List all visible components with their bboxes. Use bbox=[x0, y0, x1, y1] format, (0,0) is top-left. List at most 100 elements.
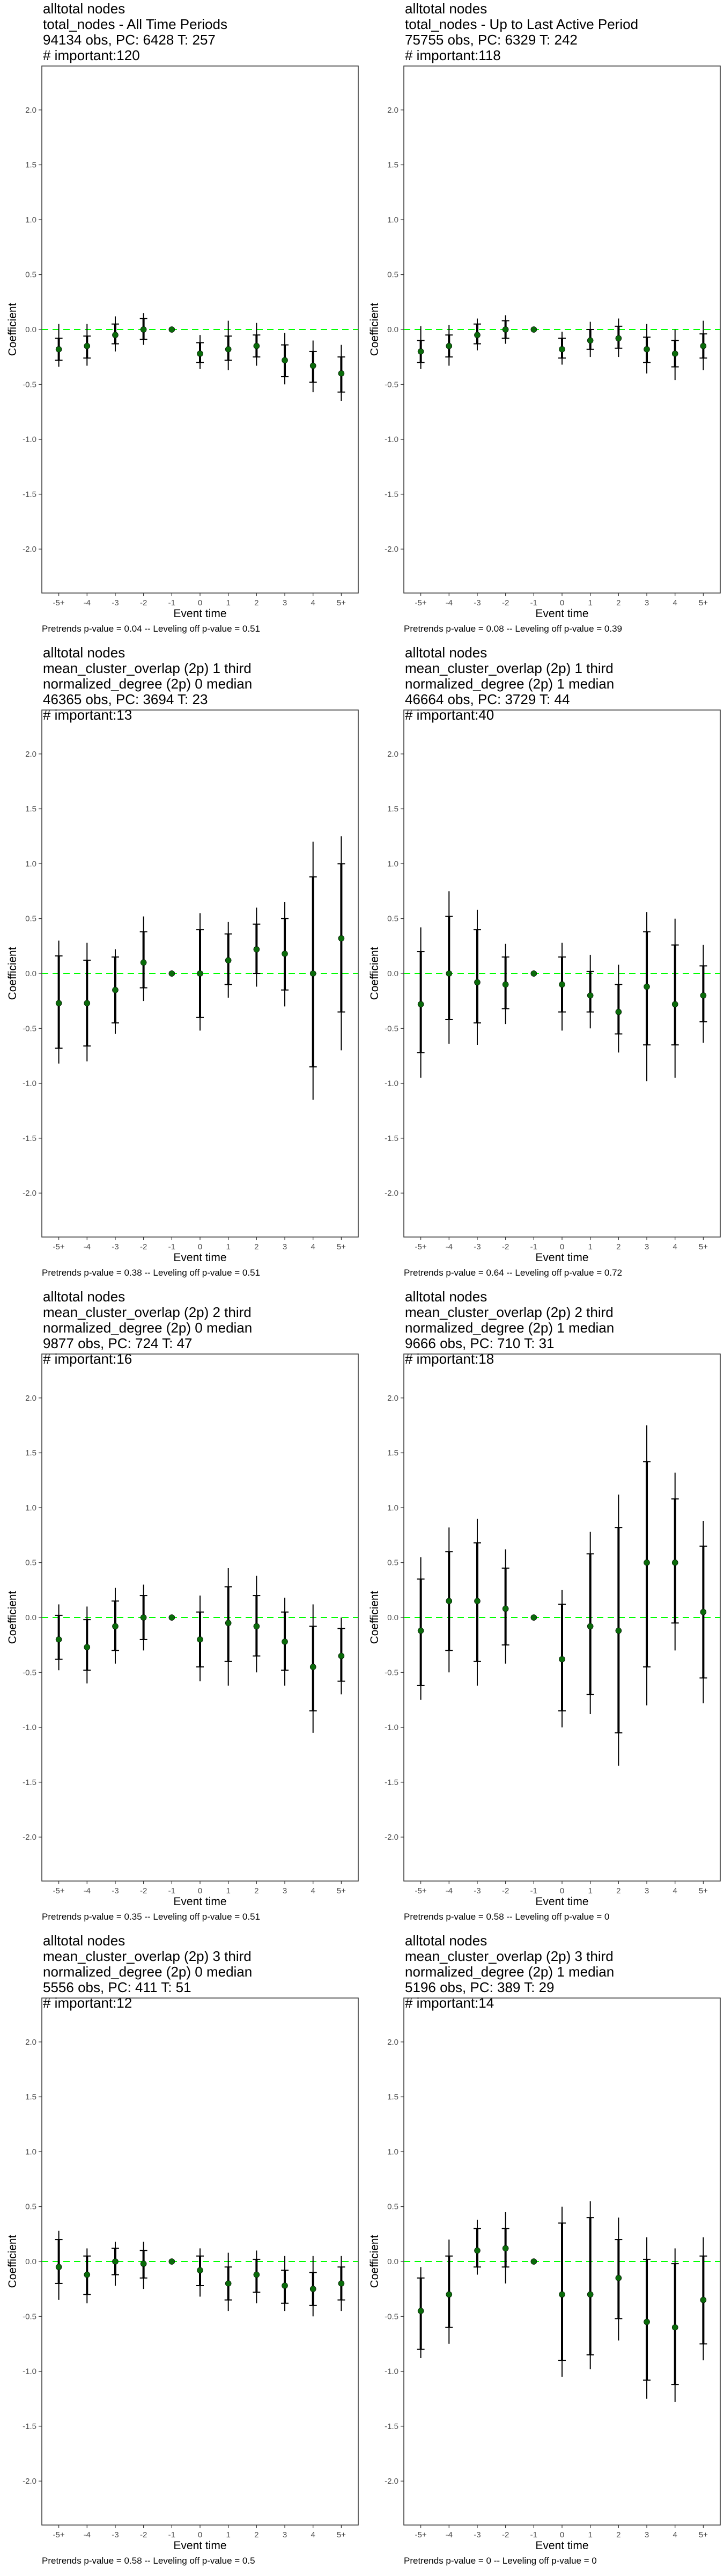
x-tick-label: -1 bbox=[168, 598, 175, 608]
p-value-caption: Pretrends p-value = 0.64 -- Leveling off… bbox=[404, 1268, 622, 1278]
chart-title-line: 5556 obs, PC: 411 T: 51 bbox=[43, 1979, 191, 1996]
coefficient-point bbox=[644, 983, 650, 990]
x-tick-label: 1 bbox=[588, 2530, 593, 2540]
x-tick-label: -3 bbox=[474, 2530, 481, 2540]
y-tick-label: 2.0 bbox=[387, 750, 398, 759]
chart-title-line: alltotal nodes bbox=[43, 1933, 125, 1949]
coefficient-point bbox=[253, 1623, 260, 1630]
chart-title: alltotal nodes total_nodes - Up to Last A… bbox=[405, 1, 638, 63]
x-tick-label: -1 bbox=[530, 2530, 537, 2540]
coefficient-point bbox=[587, 1623, 594, 1630]
coefficient-point bbox=[253, 342, 260, 349]
x-tick-label: 5+ bbox=[699, 1886, 708, 1896]
chart-panel: alltotal nodes mean_cluster_overlap (2p) … bbox=[362, 1288, 724, 1932]
x-tick-label: 2 bbox=[254, 2530, 258, 2540]
chart-title-line: total_nodes - Up to Last Active Period bbox=[405, 16, 639, 33]
coefficient-point bbox=[502, 981, 509, 988]
x-tick-label: 1 bbox=[588, 1886, 593, 1896]
y-tick-label: -1.0 bbox=[23, 2367, 36, 2376]
coefficient-point bbox=[84, 342, 91, 349]
x-tick-label: -3 bbox=[112, 1242, 119, 1252]
x-tick-label: -5+ bbox=[415, 2530, 427, 2540]
x-tick-label: -2 bbox=[502, 1886, 509, 1896]
coefficient-point bbox=[112, 986, 119, 993]
x-tick-label: -1 bbox=[530, 598, 537, 608]
x-tick-label: 3 bbox=[283, 598, 287, 608]
y-tick-label: 0.5 bbox=[387, 2202, 398, 2212]
coefficient-point bbox=[253, 2271, 260, 2278]
x-tick-label: 1 bbox=[588, 1242, 593, 1252]
coefficient-point bbox=[446, 970, 453, 977]
p-value-caption: Pretrends p-value = 0 -- Leveling off p-… bbox=[404, 2556, 597, 2566]
coefficient-point bbox=[417, 1627, 424, 1634]
y-tick-label: 1.0 bbox=[25, 1503, 36, 1512]
y-tick-label: 1.0 bbox=[25, 2147, 36, 2156]
chart-svg: 2.0 1.5 1.0 0.5 0.0 -0.5 -1.0 -1.5 -2.0 -5+ -4 -3 -2… bbox=[368, 65, 721, 620]
coefficient-point bbox=[700, 992, 707, 999]
coefficient-point bbox=[309, 1664, 316, 1670]
y-tick-label: -0.5 bbox=[385, 1024, 398, 1033]
chart-title-line: alltotal nodes bbox=[405, 1289, 487, 1305]
coefficient-point bbox=[417, 1001, 424, 1008]
y-tick-label: 1.5 bbox=[387, 2092, 398, 2102]
x-axis-label: Event time bbox=[173, 1252, 226, 1264]
x-tick-label: -2 bbox=[140, 1886, 147, 1896]
coefficient-point bbox=[615, 335, 622, 342]
y-tick-label: -1.0 bbox=[23, 1079, 36, 1088]
x-tick-label: -5+ bbox=[53, 1242, 65, 1252]
coefficient-point bbox=[474, 332, 481, 339]
coefficient-point bbox=[84, 2271, 91, 2278]
coefficient-point bbox=[282, 950, 288, 957]
x-axis-label: Event time bbox=[173, 2540, 226, 2552]
y-axis-label: Coefficient bbox=[368, 947, 381, 1000]
y-tick-label: -1.0 bbox=[385, 2367, 398, 2376]
p-value-caption: Pretrends p-value = 0.35 -- Leveling off… bbox=[42, 1912, 260, 1922]
coefficient-point bbox=[225, 346, 232, 353]
chart-title-line: normalized_degree (2p) 1 median bbox=[405, 676, 615, 692]
coefficient-point bbox=[112, 332, 119, 339]
coefficient-point bbox=[168, 326, 175, 333]
coefficient-point bbox=[671, 1001, 678, 1008]
y-tick-label: 1.0 bbox=[387, 215, 398, 224]
y-axis-label: Coefficient bbox=[368, 303, 381, 356]
x-tick-label: 4 bbox=[311, 1886, 315, 1896]
coefficient-point bbox=[55, 346, 62, 353]
coefficient-point bbox=[197, 350, 203, 357]
chart-svg: 2.0 1.5 1.0 0.5 0.0 -0.5 -1.0 -1.5 -2.0 -5+ -4 -3 -2… bbox=[6, 1353, 359, 1908]
coefficient-point bbox=[644, 346, 650, 353]
x-tick-label: -5+ bbox=[53, 1886, 65, 1896]
p-value-caption: Pretrends p-value = 0.38 -- Leveling off… bbox=[42, 1268, 260, 1278]
y-tick-label: 0.5 bbox=[387, 1558, 398, 1568]
y-tick-label: 0.0 bbox=[387, 1613, 398, 1622]
chart-title-line: mean_cluster_overlap (2p) 2 third bbox=[405, 1304, 614, 1321]
x-tick-label: -4 bbox=[446, 2530, 453, 2540]
coefficient-point bbox=[197, 2267, 203, 2274]
chart-title-line: mean_cluster_overlap (2p) 2 third bbox=[43, 1304, 252, 1321]
coefficient-point bbox=[644, 2318, 650, 2325]
y-axis-label: Coefficient bbox=[6, 2235, 19, 2288]
y-tick-label: -2.0 bbox=[385, 2477, 398, 2486]
chart-title-line: alltotal nodes bbox=[43, 1, 125, 17]
x-tick-label: 0 bbox=[198, 2530, 202, 2540]
chart-title-line: # important:120 bbox=[43, 47, 140, 64]
coefficient-point bbox=[530, 326, 537, 333]
x-tick-label: 0 bbox=[198, 1242, 202, 1252]
x-axis-label: Event time bbox=[535, 2540, 588, 2552]
x-tick-label: 2 bbox=[616, 1886, 620, 1896]
x-tick-label: -4 bbox=[84, 598, 91, 608]
coefficient-point bbox=[84, 1644, 91, 1651]
coefficient-point bbox=[474, 979, 481, 986]
y-tick-label: -1.0 bbox=[385, 1723, 398, 1732]
y-tick-label: 2.0 bbox=[25, 2038, 36, 2047]
y-tick-label: 0.0 bbox=[387, 969, 398, 978]
y-tick-label: 0.0 bbox=[25, 325, 36, 334]
coefficient-point bbox=[446, 2291, 453, 2298]
coefficient-point bbox=[282, 357, 288, 364]
chart-title-line: alltotal nodes bbox=[43, 1289, 125, 1305]
coefficient-point bbox=[55, 1636, 62, 1643]
x-tick-label: -3 bbox=[112, 1886, 119, 1896]
x-tick-label: 3 bbox=[283, 1242, 287, 1252]
y-tick-label: -0.5 bbox=[385, 1668, 398, 1677]
coefficient-point bbox=[140, 1614, 147, 1621]
coefficient-point bbox=[140, 959, 147, 966]
